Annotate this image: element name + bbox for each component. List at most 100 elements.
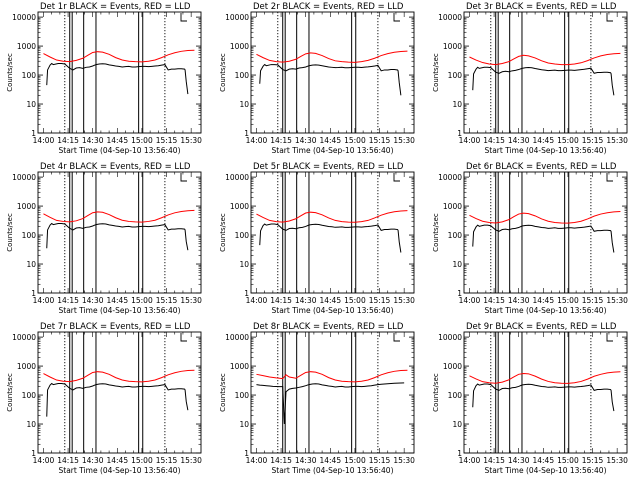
- lld-series-line: [256, 369, 408, 383]
- y-tick-label: 100: [22, 71, 37, 80]
- events-series-line: [472, 66, 615, 96]
- x-tick-label: 15:15: [582, 136, 604, 145]
- y-tick-label: 1000: [443, 362, 462, 371]
- x-tick-label: 14:45: [532, 296, 554, 305]
- panel-data: [469, 172, 621, 293]
- x-tick-label: 14:15: [270, 136, 292, 145]
- panel-frame: [37, 331, 202, 454]
- y-tick-label: 100: [448, 391, 463, 400]
- events-series-line: [46, 382, 189, 417]
- x-tick-label: 14:45: [532, 136, 554, 145]
- panel-frame: [250, 331, 415, 454]
- x-tick-label: 14:15: [57, 456, 79, 465]
- events-series-line: [46, 62, 189, 95]
- x-tick-label: 15:00: [131, 456, 153, 465]
- y-tick-label: 1000: [17, 362, 36, 371]
- x-tick-label: 14:15: [483, 456, 505, 465]
- panel-data: [256, 172, 408, 293]
- lld-series-line: [43, 369, 195, 383]
- x-axis-label: Start Time (04-Sep-10 13:56:40): [485, 306, 607, 315]
- panel-title: Det 5r BLACK = Events, RED = LLD: [253, 162, 404, 172]
- lld-series-line: [469, 52, 621, 66]
- x-tick-label: 15:00: [131, 296, 153, 305]
- y-tick-label: 10: [26, 260, 36, 269]
- y-tick-label: 100: [235, 231, 250, 240]
- x-tick-label: 15:00: [557, 136, 579, 145]
- x-tick-label: 14:45: [319, 296, 341, 305]
- y-tick-label: 100: [448, 71, 463, 80]
- x-axis-label: Start Time (04-Sep-10 13:56:40): [485, 146, 607, 155]
- y-tick-label: 10000: [12, 13, 36, 22]
- y-tick-label: 10: [452, 100, 462, 109]
- x-tick-label: 14:45: [106, 136, 128, 145]
- panel-title: Det 4r BLACK = Events, RED = LLD: [40, 162, 191, 172]
- panel-title: Det 1r BLACK = Events, RED = LLD: [40, 2, 191, 12]
- x-tick-label: 14:00: [33, 456, 55, 465]
- x-tick-label: 15:15: [369, 296, 391, 305]
- panel-2: Det 2r BLACK = Events, RED = LLD 1 10 100 10…: [219, 2, 415, 155]
- y-tick-label: 1: [457, 289, 462, 298]
- y-tick-label: 1000: [443, 202, 462, 211]
- corner-bracket-icon: [180, 173, 187, 182]
- corner-bracket-icon: [180, 13, 187, 22]
- y-tick-label: 1: [31, 449, 36, 458]
- panel-1: Det 1r BLACK = Events, RED = LLD 1 10 100 10…: [6, 2, 202, 155]
- y-axis-label: Counts/sec: [6, 53, 14, 92]
- y-tick-label: 10: [452, 260, 462, 269]
- panel-title: Det 6r BLACK = Events, RED = LLD: [466, 162, 617, 172]
- y-tick-label: 100: [22, 391, 37, 400]
- x-tick-label: 15:00: [344, 456, 366, 465]
- panel-5: Det 5r BLACK = Events, RED = LLD 1 10 100 10…: [219, 162, 415, 315]
- x-tick-label: 14:15: [483, 136, 505, 145]
- y-tick-label: 1: [31, 289, 36, 298]
- events-series-line: [259, 223, 402, 253]
- x-axis-label: Start Time (04-Sep-10 13:56:40): [272, 306, 394, 315]
- x-tick-label: 14:00: [33, 296, 55, 305]
- panel-data: [256, 12, 408, 133]
- x-tick-label: 14:30: [508, 136, 530, 145]
- x-tick-label: 14:30: [295, 136, 317, 145]
- y-tick-label: 1: [31, 129, 36, 138]
- corner-bracket-icon: [393, 173, 400, 182]
- y-tick-label: 10000: [438, 333, 462, 342]
- panel-data: [469, 12, 621, 133]
- x-tick-label: 15:30: [393, 136, 415, 145]
- x-axis-label: Start Time (04-Sep-10 13:56:40): [59, 146, 181, 155]
- x-tick-label: 15:30: [180, 296, 202, 305]
- y-tick-label: 10: [26, 420, 36, 429]
- x-tick-label: 15:30: [393, 456, 415, 465]
- panel-frame: [463, 11, 628, 134]
- x-tick-label: 14:30: [82, 296, 104, 305]
- x-tick-label: 14:45: [319, 136, 341, 145]
- y-axis-label: Counts/sec: [432, 213, 440, 252]
- events-series-line: [472, 383, 615, 412]
- x-tick-label: 14:15: [57, 136, 79, 145]
- panel-9: Det 9r BLACK = Events, RED = LLD 1 10 100 10…: [432, 322, 628, 475]
- x-axis-label: Start Time (04-Sep-10 13:56:40): [272, 466, 394, 475]
- corner-bracket-icon: [606, 333, 613, 342]
- y-axis-label: Counts/sec: [432, 373, 440, 412]
- x-tick-label: 15:30: [393, 296, 415, 305]
- panel-7: Det 7r BLACK = Events, RED = LLD 1 10 100 10…: [6, 322, 202, 475]
- lld-series-line: [469, 371, 621, 384]
- panel-frame: [250, 11, 415, 134]
- y-tick-label: 1: [244, 129, 249, 138]
- x-tick-label: 15:00: [344, 136, 366, 145]
- y-tick-label: 10000: [225, 173, 249, 182]
- events-series-line: [472, 224, 615, 253]
- x-tick-label: 15:00: [557, 296, 579, 305]
- x-axis-label: Start Time (04-Sep-10 13:56:40): [59, 306, 181, 315]
- y-tick-label: 10: [239, 420, 249, 429]
- panel-6: Det 6r BLACK = Events, RED = LLD 1 10 100 10…: [432, 162, 628, 315]
- panel-8: Det 8r BLACK = Events, RED = LLD 1 10 100 10…: [219, 322, 415, 475]
- panel-data: [469, 332, 621, 453]
- panel-3: Det 3r BLACK = Events, RED = LLD 1 10 100 10…: [432, 2, 628, 155]
- panel-frame: [37, 11, 202, 134]
- x-tick-label: 14:00: [459, 296, 481, 305]
- x-axis-label: Start Time (04-Sep-10 13:56:40): [272, 146, 394, 155]
- x-tick-label: 14:30: [508, 296, 530, 305]
- y-tick-label: 10: [26, 100, 36, 109]
- events-series-line: [259, 63, 402, 96]
- y-tick-label: 1: [457, 449, 462, 458]
- x-tick-label: 15:15: [156, 296, 178, 305]
